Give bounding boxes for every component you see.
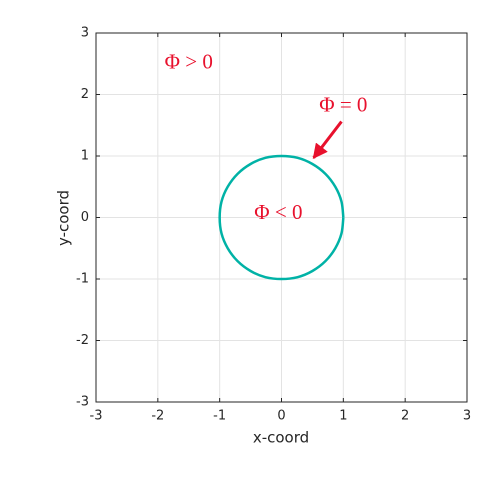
annotation-arrow [312,120,343,160]
y-tick-label: -1 [76,272,89,287]
x-tick-label: 1 [339,409,347,424]
x-tick-label: 0 [277,409,285,424]
y-tick-label: -3 [76,395,89,410]
y-tick-label: -2 [76,333,89,348]
y-tick-label: 2 [81,87,89,102]
y-tick-label: 3 [81,26,89,41]
x-tick-label: 2 [401,409,409,424]
x-tick-label: -1 [213,409,226,424]
x-tick-label: 3 [463,409,471,424]
annotation: Φ < 0 [254,200,302,224]
line [218,154,345,281]
y-axis-label: y-coord [55,190,73,246]
x-tick-label: -2 [151,409,164,424]
x-tick-label: -3 [90,409,103,424]
annotation: Φ = 0 [319,93,367,117]
y-tick-label: 1 [81,149,89,164]
y-tick-label: 0 [81,210,89,225]
x-axis-label: x-coord [253,429,309,447]
annotation: Φ > 0 [165,50,213,74]
